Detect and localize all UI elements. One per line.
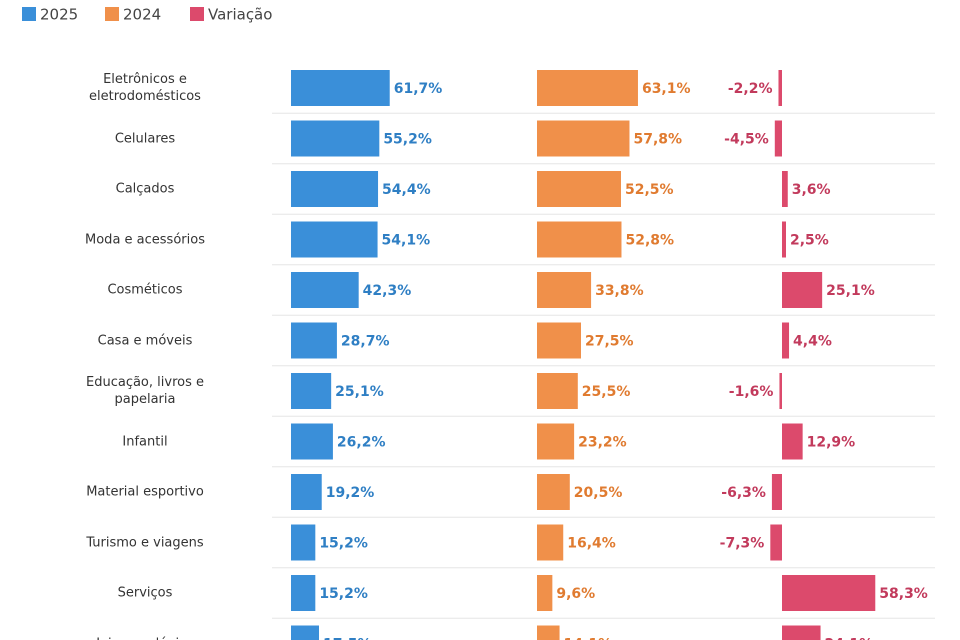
bar	[291, 221, 378, 258]
bar	[778, 70, 782, 106]
value-label: 58,3%	[879, 586, 928, 602]
category-label: Casa e móveis	[97, 333, 193, 348]
bar	[782, 575, 876, 611]
bar	[782, 272, 823, 308]
legend-label: 2024	[123, 6, 161, 24]
category-label: Turismo e viagens	[86, 535, 204, 550]
value-label: 52,8%	[625, 233, 674, 249]
bar	[537, 373, 578, 409]
bar	[537, 575, 553, 611]
value-label: 9,6%	[556, 586, 595, 602]
value-label: -2,2%	[728, 81, 773, 97]
value-label: 55,2%	[383, 132, 432, 148]
legend-swatch	[22, 7, 36, 21]
bar	[291, 575, 316, 611]
bar	[537, 120, 630, 157]
bar	[537, 474, 570, 510]
value-label: 54,1%	[382, 233, 431, 249]
value-label: 25,1%	[826, 283, 875, 299]
value-label: 63,1%	[642, 81, 691, 97]
bar	[770, 524, 782, 561]
value-label: 23,2%	[578, 435, 627, 451]
legend-label: Variação	[208, 6, 272, 24]
bar	[537, 625, 560, 640]
bar	[537, 423, 575, 460]
value-label: -4,5%	[724, 132, 769, 148]
value-label: 20,5%	[574, 485, 623, 501]
value-label: 33,8%	[595, 283, 644, 299]
bar	[291, 474, 322, 510]
value-label: 15,2%	[319, 586, 368, 602]
bar	[537, 171, 621, 207]
value-label: 52,5%	[625, 182, 674, 198]
bar	[537, 70, 638, 106]
value-label: 28,7%	[341, 334, 390, 350]
value-label: -6,3%	[721, 485, 766, 501]
value-label: 61,7%	[394, 81, 443, 97]
bar	[291, 625, 319, 640]
value-label: 16,4%	[567, 536, 616, 552]
bar	[782, 171, 788, 207]
value-label: 17,5%	[323, 637, 372, 640]
category-label: Infantil	[122, 434, 168, 449]
value-label: 3,6%	[792, 182, 831, 198]
bar	[771, 474, 782, 510]
bar	[537, 322, 581, 359]
category-label: Serviços	[117, 585, 173, 601]
bar	[782, 423, 803, 460]
category-label: Celulares	[114, 131, 176, 146]
bar	[291, 322, 337, 359]
bar	[782, 322, 790, 359]
bar	[291, 120, 380, 157]
category-label: Joias e relógios	[81, 635, 209, 640]
bar	[291, 423, 333, 460]
category-label: Material esportivo	[86, 484, 204, 500]
legend-swatch	[190, 7, 204, 21]
category-label: Calçados	[115, 181, 175, 197]
bar	[291, 272, 359, 308]
category-label: Educação, livros e papelaria	[86, 375, 204, 407]
legend-label: 2025	[40, 6, 78, 24]
bar	[537, 221, 622, 258]
bar	[291, 524, 316, 561]
bar	[782, 625, 821, 640]
value-label: 24,1%	[825, 637, 874, 640]
value-label: 25,1%	[335, 384, 384, 400]
value-label: 2,5%	[790, 233, 829, 249]
value-label: 26,2%	[337, 435, 386, 451]
value-label: 4,4%	[793, 334, 832, 350]
value-label: 54,4%	[382, 182, 431, 198]
value-label: -7,3%	[720, 536, 765, 552]
value-label: 19,2%	[326, 485, 375, 501]
value-label: 57,8%	[633, 132, 682, 148]
value-label: 12,9%	[807, 435, 856, 451]
value-label: 15,2%	[319, 536, 368, 552]
legend-swatch	[105, 7, 119, 21]
value-label: 42,3%	[363, 283, 412, 299]
category-label: Cosméticos	[107, 282, 183, 298]
bar	[782, 221, 786, 258]
bar	[774, 120, 782, 157]
bar	[779, 373, 782, 409]
bar	[291, 171, 379, 207]
bar	[291, 373, 332, 409]
category-label: Eletrônicos e eletrodomésticos	[89, 72, 201, 104]
value-label: 25,5%	[582, 384, 631, 400]
bar	[537, 524, 564, 561]
bar	[537, 272, 592, 308]
value-label: 27,5%	[585, 334, 634, 350]
value-label: 14,1%	[564, 637, 613, 640]
bar	[291, 70, 390, 106]
value-label: -1,6%	[729, 384, 774, 400]
category-label: Moda e acessórios	[85, 232, 205, 247]
